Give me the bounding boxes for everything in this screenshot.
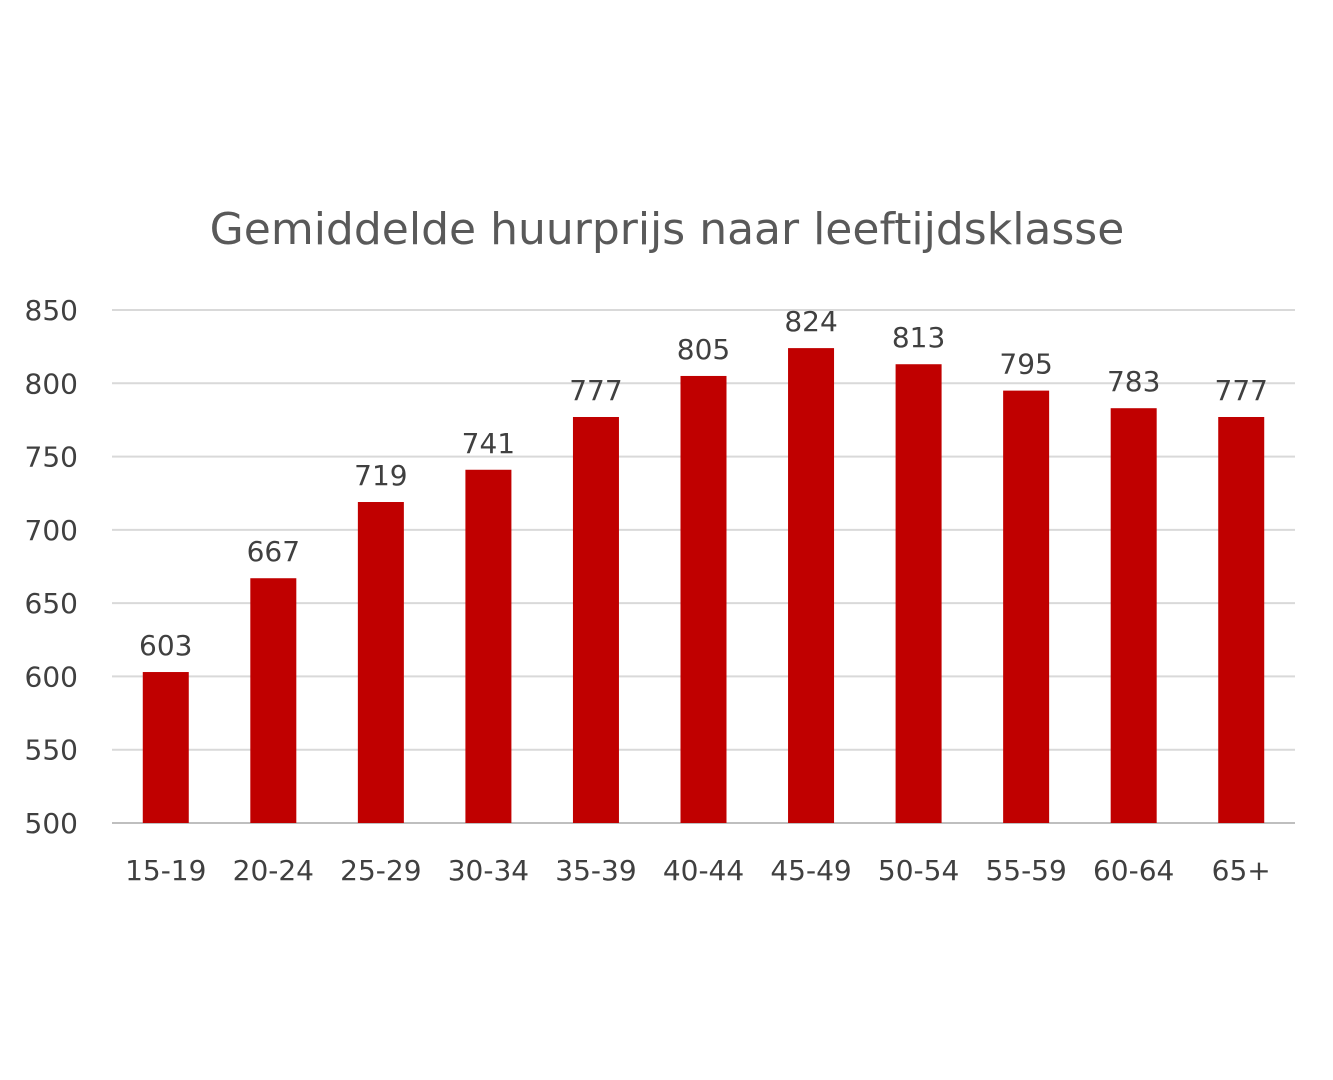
- data-labels: 603 667 719 741 777 805 824 813 795 783 777: [139, 305, 1268, 662]
- data-label-50-54: 813: [892, 321, 945, 354]
- bar-15-19: [142, 672, 189, 823]
- x-tick-label-40-44: 40-44: [663, 854, 744, 887]
- data-label-45-49: 824: [784, 305, 837, 338]
- y-tick-label-850: 850: [25, 294, 78, 327]
- data-label-15-19: 603: [139, 629, 192, 662]
- x-tick-label-50-54: 50-54: [878, 854, 959, 887]
- data-label-20-24: 667: [247, 535, 300, 568]
- bar-45-49: [788, 348, 835, 823]
- bar-50-54: [895, 364, 942, 823]
- bars: [142, 348, 1265, 823]
- x-tick-label-55-59: 55-59: [985, 854, 1066, 887]
- data-label-30-34: 741: [462, 427, 515, 460]
- x-tick-label-35-39: 35-39: [555, 854, 636, 887]
- bar-35-39: [572, 416, 619, 823]
- x-tick-label-60-64: 60-64: [1093, 854, 1174, 887]
- bar-30-34: [465, 469, 512, 823]
- data-label-40-44: 805: [677, 333, 730, 366]
- y-tick-label-650: 650: [25, 587, 78, 620]
- x-tick-label-65+: 65+: [1212, 854, 1271, 887]
- data-label-65+: 777: [1215, 374, 1268, 407]
- y-tick-label-700: 700: [25, 514, 78, 547]
- bar-65+: [1218, 416, 1265, 823]
- data-label-35-39: 777: [569, 374, 622, 407]
- data-label-55-59: 795: [999, 348, 1052, 381]
- bar-55-59: [1003, 390, 1050, 823]
- x-tick-label-30-34: 30-34: [448, 854, 529, 887]
- data-label-25-29: 719: [354, 459, 407, 492]
- bar-20-24: [250, 578, 297, 823]
- x-tick-label-45-49: 45-49: [770, 854, 851, 887]
- bar-40-44: [680, 375, 727, 823]
- x-tick-label-25-29: 25-29: [340, 854, 421, 887]
- y-tick-label-550: 550: [25, 734, 78, 767]
- chart-title: Gemiddelde huurprijs naar leeftijdsklass…: [210, 204, 1125, 255]
- y-tick-label-750: 750: [25, 441, 78, 474]
- y-tick-label-600: 600: [25, 660, 78, 693]
- data-label-60-64: 783: [1107, 365, 1160, 398]
- bar-60-64: [1110, 408, 1157, 823]
- x-axis-tick-labels: 15-19 20-24 25-29 30-34 35-39 40-44 45-49 50-54…: [125, 854, 1271, 887]
- x-tick-label-15-19: 15-19: [125, 854, 206, 887]
- bar-25-29: [357, 502, 404, 823]
- y-tick-label-800: 800: [25, 367, 78, 400]
- y-tick-label-500: 500: [25, 807, 78, 840]
- y-axis-tick-labels: 500 550 600 650 700 750 800 850: [25, 294, 78, 840]
- x-tick-label-20-24: 20-24: [233, 854, 314, 887]
